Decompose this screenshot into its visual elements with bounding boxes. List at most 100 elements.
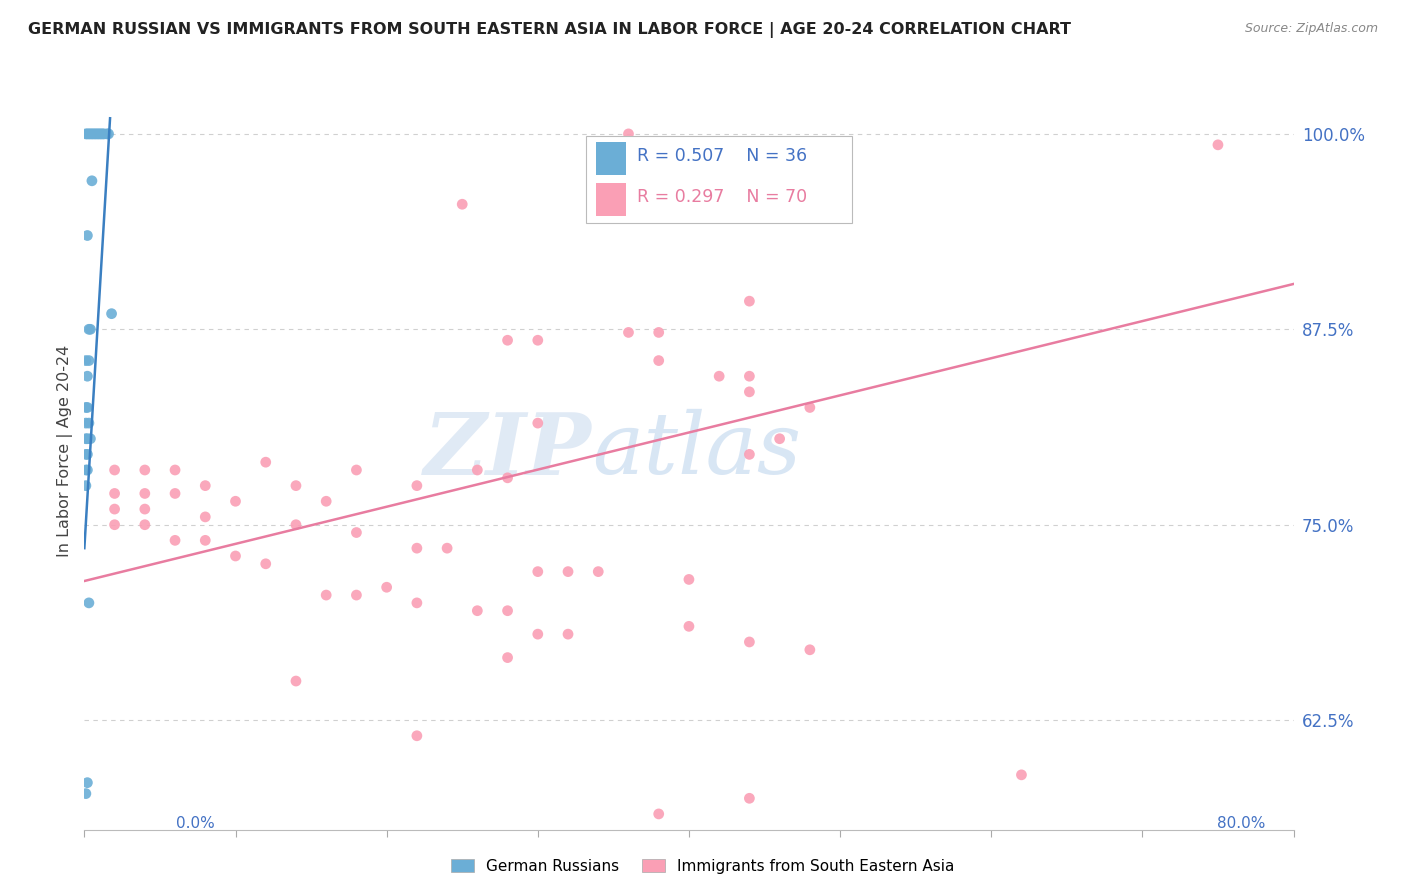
Text: 80.0%: 80.0% [1218,816,1265,831]
Point [738,384,761,399]
Point [82,127,104,141]
Text: ZIP: ZIP [425,409,592,492]
Text: atlas: atlas [592,409,801,491]
Point [104,463,127,477]
Point [406,596,429,610]
Point [467,604,489,618]
Point [194,509,217,524]
Point [678,573,700,587]
Point [406,729,429,743]
Point [96,127,118,141]
Point [165,533,187,548]
Text: R = 0.507    N = 36: R = 0.507 N = 36 [637,147,807,165]
Point [709,369,731,384]
Point [77,322,100,336]
Point [588,565,610,579]
Point [100,307,122,321]
Point [375,580,398,594]
Point [89,127,111,141]
Point [75,432,97,446]
Point [75,447,97,461]
Point [527,416,550,430]
Point [346,463,368,477]
Point [436,541,458,556]
Point [76,447,98,461]
Point [648,353,671,368]
Point [86,127,108,141]
Point [496,333,519,347]
FancyBboxPatch shape [586,136,852,223]
Point [799,401,821,415]
Point [496,604,519,618]
Point [225,494,247,508]
Text: R = 0.297    N = 70: R = 0.297 N = 70 [637,188,807,206]
Point [648,326,671,340]
Point [93,127,115,141]
Point [87,127,110,141]
Point [104,486,127,500]
Point [617,127,640,141]
Point [97,127,120,141]
Text: GERMAN RUSSIAN VS IMMIGRANTS FROM SOUTH EASTERN ASIA IN LABOR FORCE | AGE 20-24 : GERMAN RUSSIAN VS IMMIGRANTS FROM SOUTH … [28,22,1071,38]
Point [104,502,127,516]
Point [738,635,761,649]
Point [75,463,97,477]
Point [134,502,156,516]
Point [1206,137,1229,152]
Point [84,127,107,141]
Point [769,432,792,446]
Point [77,127,100,141]
Point [77,596,100,610]
Point [76,775,98,789]
Point [80,127,103,141]
Point [648,806,671,821]
Legend: German Russians, Immigrants from South Eastern Asia: German Russians, Immigrants from South E… [446,853,960,880]
Point [77,353,100,368]
Point [134,486,156,500]
Point [75,353,97,368]
Point [557,565,579,579]
Point [738,294,761,309]
FancyBboxPatch shape [596,183,626,216]
Point [76,228,98,243]
Point [285,517,308,532]
Point [527,627,550,641]
Point [91,127,114,141]
Point [617,326,640,340]
Point [467,463,489,477]
Point [79,127,101,141]
Point [678,619,700,633]
Point [738,791,761,805]
Point [194,533,217,548]
Point [496,471,519,485]
Point [406,478,429,492]
Text: Source: ZipAtlas.com: Source: ZipAtlas.com [1244,22,1378,36]
Point [527,565,550,579]
Point [315,494,337,508]
Point [738,447,761,461]
Point [451,197,474,211]
Point [75,416,97,430]
Point [165,486,187,500]
Point [799,642,821,657]
Point [254,455,277,469]
Point [225,549,247,563]
Point [496,650,519,665]
Point [75,478,97,492]
Point [75,787,97,801]
Point [527,333,550,347]
Point [557,627,579,641]
Point [75,401,97,415]
Point [104,517,127,532]
Point [76,369,98,384]
Point [76,432,98,446]
Point [315,588,337,602]
Point [77,416,100,430]
Y-axis label: In Labor Force | Age 20-24: In Labor Force | Age 20-24 [58,344,73,557]
Point [134,463,156,477]
Point [165,463,187,477]
Point [738,369,761,384]
Point [76,463,98,477]
Point [90,127,112,141]
Point [79,322,101,336]
